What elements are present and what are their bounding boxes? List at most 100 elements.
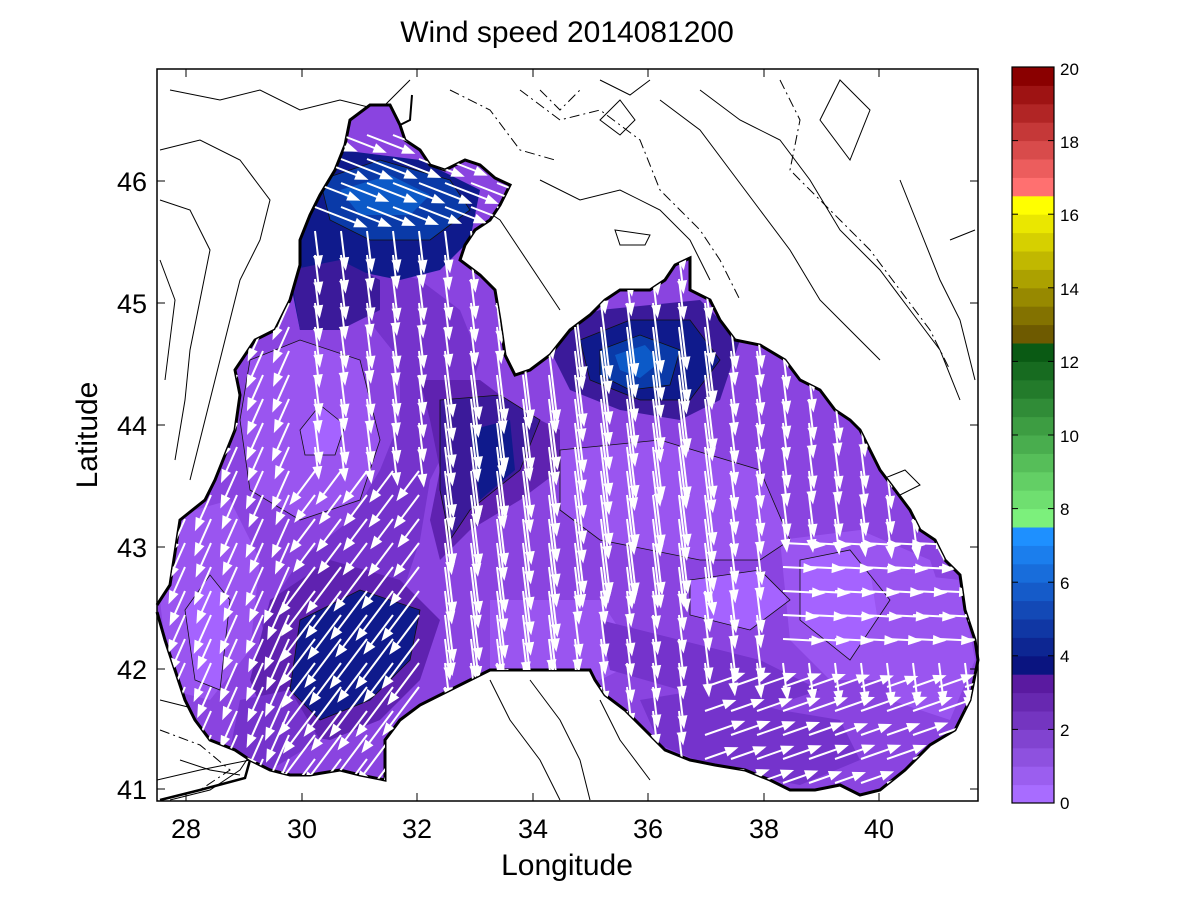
x-tick-label: 28 — [171, 814, 201, 844]
wind-arrow-head — [548, 808, 555, 818]
wind-arrow — [600, 422, 611, 494]
colorbar-segment — [1012, 692, 1054, 712]
wind-arrow-head — [220, 468, 232, 484]
wind-arrow-head — [275, 511, 286, 526]
wind-arrow-head — [246, 396, 257, 412]
wind-arrow-head — [387, 691, 400, 706]
wind-arrow-head — [401, 144, 416, 154]
wind-arrow-head — [274, 560, 285, 575]
wind-arrow — [548, 566, 559, 635]
wind-arrow-head — [447, 214, 463, 224]
wind-arrow-head — [389, 592, 402, 607]
wind-arrow-head — [315, 491, 328, 505]
wind-arrow — [704, 470, 715, 544]
wind-arrow-head — [807, 688, 818, 703]
wind-arrow-head — [194, 516, 205, 532]
colorbar-segment — [1012, 619, 1054, 638]
x-tick-label: 40 — [864, 814, 894, 844]
colorbar-segment — [1012, 361, 1054, 381]
wind-arrow-head — [861, 744, 876, 755]
wind-arrow — [600, 470, 611, 544]
wind-arrow-head — [169, 611, 180, 626]
wind-arrow-head — [246, 374, 257, 389]
wind-arrow — [704, 446, 714, 511]
wind-arrow-head — [342, 561, 355, 576]
colorbar-segment — [1012, 306, 1054, 326]
wind-arrow — [626, 302, 637, 375]
colorbar-segment — [1012, 471, 1054, 491]
wind-arrow-head — [831, 673, 846, 684]
colorbar-segment — [1012, 251, 1054, 270]
wind-arrow-head — [988, 747, 998, 754]
wind-arrow — [652, 374, 663, 449]
wind-arrow-head — [724, 746, 739, 757]
danube-coastline — [399, 94, 413, 126]
wind-arrow-head — [397, 533, 410, 548]
wind-arrow-head — [389, 641, 402, 655]
wind-arrow-head — [245, 495, 256, 510]
wind-arrow-head — [281, 694, 294, 709]
wind-arrow — [574, 374, 584, 440]
wind-arrow-head — [272, 398, 283, 413]
colorbar-tick-label: 12 — [1060, 353, 1079, 372]
wind-arrow — [548, 446, 559, 514]
colorbar-segment — [1012, 453, 1054, 473]
wind-arrow — [704, 518, 715, 589]
wind-arrow — [522, 566, 532, 633]
wind-arrow-head — [934, 722, 949, 732]
colorbar-segment — [1012, 343, 1054, 362]
wind-arrow-head — [361, 595, 374, 610]
wind-arrow-head — [390, 322, 401, 337]
wind-arrow-head — [343, 512, 356, 527]
wind-arrow-head — [265, 702, 276, 717]
wind-arrow — [652, 470, 663, 546]
wind-arrow-head — [223, 607, 234, 622]
wind-arrow-head — [338, 467, 349, 482]
colorbar: 0 2 4 6 8 10 12 14 16 18 20 — [1011, 60, 1079, 813]
wind-arrow-head — [754, 586, 765, 601]
wind-arrow-head — [196, 609, 207, 624]
wind-arrow-head — [806, 490, 817, 505]
colorbar-segment — [1012, 269, 1054, 289]
colorbar-segment — [1012, 490, 1054, 510]
wind-arrow-head — [346, 191, 361, 201]
wind-arrow-head — [986, 540, 996, 547]
coastline — [155, 103, 980, 797]
x-axis: 28 30 32 34 36 38 40 — [171, 69, 894, 844]
wind-arrow — [652, 350, 662, 416]
x-tick-label: 32 — [402, 814, 432, 844]
wind-arrow-head — [990, 637, 1000, 644]
wind-arrow-head — [248, 513, 259, 528]
x-tick-label: 34 — [518, 814, 548, 844]
wind-arrow-head — [337, 736, 350, 751]
wind-arrow — [600, 374, 611, 444]
wind-arrow-head — [289, 539, 302, 553]
wind-arrow-head — [572, 610, 583, 625]
wind-arrow-head — [992, 215, 1002, 222]
wind-arrow — [470, 446, 481, 517]
wind-arrow-head — [572, 658, 583, 673]
colorbar-segment — [1012, 545, 1054, 565]
wind-arrow — [496, 494, 507, 564]
wind-arrow — [444, 446, 455, 516]
wind-arrow-head — [983, 187, 993, 194]
figure-title: Wind speed 2014081200 — [400, 16, 734, 49]
y-tick-label: 44 — [117, 411, 147, 441]
colorbar-segment — [1012, 711, 1054, 730]
colorbar-segment — [1012, 177, 1054, 197]
wind-arrow-head — [932, 674, 947, 685]
wind-arrow — [574, 422, 585, 491]
wind-arrow-head — [756, 672, 772, 683]
land-contour-lines — [157, 79, 976, 801]
wind-arrow-head — [368, 513, 381, 528]
wind-arrow-head — [267, 625, 278, 641]
wind-arrow-head — [991, 722, 1001, 729]
wind-arrow — [444, 350, 454, 415]
wind-arrow-head — [377, 217, 392, 227]
wind-arrow-head — [172, 803, 179, 813]
wind-arrow-head — [853, 723, 869, 733]
colorbar-segment — [1012, 398, 1054, 418]
colorbar-segment — [1012, 729, 1054, 749]
colorbar-segment — [1012, 766, 1054, 786]
x-axis-title: Longitude — [501, 849, 633, 882]
